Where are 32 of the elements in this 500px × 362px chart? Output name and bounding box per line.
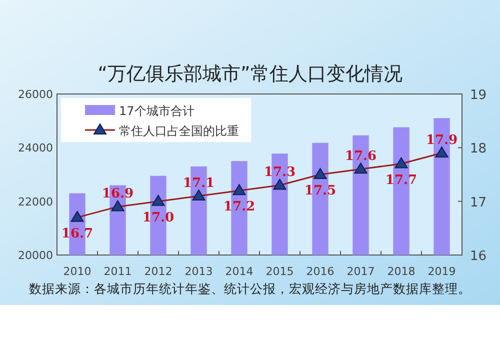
chart-title: “万亿俱乐部城市”常住人口变化情况 <box>98 63 402 85</box>
x-tick-label: 2010 <box>63 265 92 278</box>
x-tick-label: 2015 <box>266 265 294 278</box>
x-tick-label: 2018 <box>387 265 416 278</box>
y2-tick-label: 19 <box>470 88 487 103</box>
source-note: 数据来源：各城市历年统计年鉴、统计公报，宏观经济与房地产数据库整理。 <box>29 281 471 296</box>
data-label: 17.9 <box>426 133 458 148</box>
y-tick-label: 26000 <box>18 88 53 101</box>
legend-label: 17个城市合计 <box>119 104 194 118</box>
x-tick-label: 2017 <box>346 265 375 278</box>
data-label: 16.9 <box>102 186 134 202</box>
legend-label: 常住人口占全国的比重 <box>119 124 239 138</box>
x-tick-label: 2013 <box>184 265 213 278</box>
data-label: 17.2 <box>223 200 256 215</box>
y2-tick-label: 18 <box>470 142 487 157</box>
data-label: 17.0 <box>142 210 174 226</box>
y-tick-label: 22000 <box>18 195 53 208</box>
x-tick-label: 2011 <box>104 265 132 278</box>
data-label: 17.1 <box>182 176 215 191</box>
x-tick-label: 2012 <box>144 265 172 278</box>
data-label: 17.5 <box>304 184 336 198</box>
x-tick-label: 2019 <box>428 265 456 278</box>
data-label: 16.7 <box>61 226 94 242</box>
data-label: 17.3 <box>264 165 296 180</box>
y-tick-label: 24000 <box>18 142 53 155</box>
data-label: 17.7 <box>385 172 418 188</box>
x-tick-label: 2016 <box>306 265 334 278</box>
y2-tick-label: 16 <box>470 249 487 264</box>
data-label: 17.6 <box>344 149 377 164</box>
y2-tick-label: 17 <box>470 195 487 210</box>
x-tick-label: 2014 <box>225 265 254 278</box>
y-tick-label: 20000 <box>18 249 53 262</box>
